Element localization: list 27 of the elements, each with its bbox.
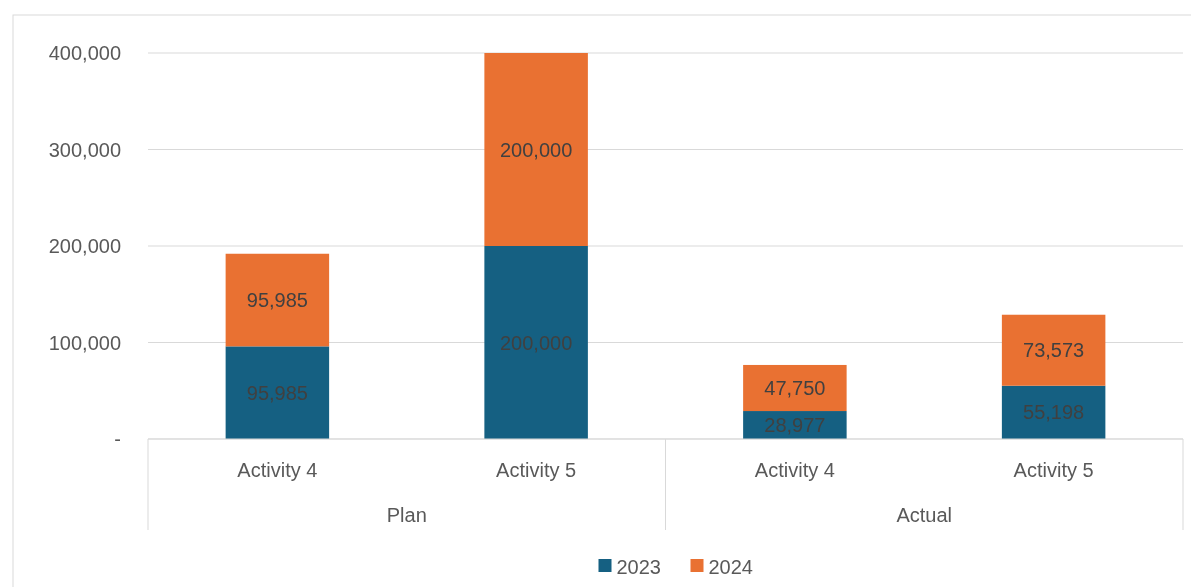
data-label: 73,573 [1023, 339, 1085, 362]
data-label: 47,750 [764, 377, 826, 399]
x-tick-label: Activity 5 [1013, 459, 1094, 481]
text: Actual [896, 504, 953, 526]
bar [225, 346, 330, 439]
bar [225, 253, 330, 347]
data-label: 200,000 [499, 138, 573, 161]
bar [743, 364, 847, 412]
legend-label: 2024 [708, 556, 753, 578]
legend-label: 2023 [616, 556, 661, 578]
bar [1001, 314, 1106, 386]
x-tick-label: Activity 5 [496, 459, 577, 481]
y-tick-label: 200,000 [48, 235, 121, 257]
data-label: 28,977 [764, 414, 826, 437]
text: Plan [386, 504, 427, 526]
x-tick-label: Activity 4 [237, 459, 318, 481]
data-label: 95,985 [246, 289, 308, 312]
data-label: 55,198 [1023, 401, 1085, 424]
x-tick-label: Activity 4 [754, 459, 835, 481]
bar [484, 53, 588, 246]
y-tick-label: 100,000 [48, 331, 121, 354]
y-tick-label: 300,000 [48, 138, 121, 161]
data-label: 200,000 [499, 331, 573, 354]
data-label: 95,985 [246, 381, 308, 404]
y-tick-label: 400,000 [48, 42, 121, 64]
bar [484, 246, 588, 439]
y-tick-label: - [114, 428, 121, 450]
